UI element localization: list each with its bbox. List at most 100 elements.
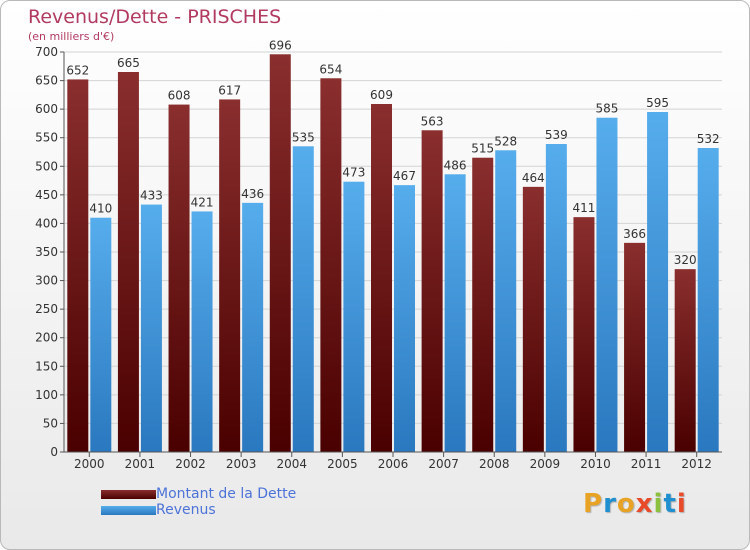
bar-revenus xyxy=(140,204,162,452)
y-tick-label: 0 xyxy=(50,445,58,459)
bar-revenus xyxy=(444,174,466,453)
data-label: 473 xyxy=(342,166,365,180)
y-tick-label: 200 xyxy=(35,331,58,345)
data-label: 467 xyxy=(393,169,416,183)
bar-revenus xyxy=(242,202,264,452)
y-tick-label: 300 xyxy=(35,274,58,288)
legend-swatch-debt xyxy=(101,490,156,499)
bars xyxy=(67,54,719,453)
bar-dette xyxy=(168,104,190,453)
y-tick-label: 650 xyxy=(35,74,58,88)
legend-label-revenus: Revenus xyxy=(156,502,216,518)
y-tick-label: 550 xyxy=(35,131,58,145)
bar-chart: 652 410 665 433 608 421 617 436 696 535 654 473 609 4… xyxy=(35,38,722,471)
bar-dette xyxy=(219,99,241,452)
bar-revenus xyxy=(191,211,213,452)
proxiti-logo: Proxiti xyxy=(583,489,687,519)
bar-revenus xyxy=(394,185,415,452)
data-label: 696 xyxy=(269,38,292,52)
data-label: 421 xyxy=(191,195,214,209)
data-label: 366 xyxy=(623,227,646,241)
x-tick-label: 2001 xyxy=(125,457,156,471)
data-label: 515 xyxy=(471,142,494,156)
bar-dette xyxy=(674,269,696,452)
bar-dette xyxy=(624,242,646,452)
data-label: 486 xyxy=(444,158,467,172)
axes: 0 50 100 150 200 250 300 350 400 450 500 550 600 650 7… xyxy=(35,45,722,471)
data-label: 433 xyxy=(140,189,163,203)
y-tick-label: 400 xyxy=(35,216,58,230)
logo-letter: i xyxy=(653,489,664,519)
logo-letter: r xyxy=(603,489,617,519)
bar-revenus xyxy=(292,146,314,453)
bar-revenus xyxy=(90,217,112,452)
logo-letter: x xyxy=(635,489,654,519)
legend-swatch-revenus xyxy=(101,506,156,515)
y-tick-label: 500 xyxy=(35,159,58,173)
x-tick-label: 2004 xyxy=(276,457,307,471)
legend-label-debt: Montant de la Dette xyxy=(156,486,297,502)
x-tick-label: 2009 xyxy=(530,457,561,471)
data-label: 528 xyxy=(494,134,517,148)
data-label: 652 xyxy=(66,63,89,77)
y-tick-label: 150 xyxy=(35,359,58,373)
bar-dette xyxy=(573,217,595,452)
data-label: 411 xyxy=(573,201,596,215)
data-label: 320 xyxy=(674,253,697,267)
data-label: 539 xyxy=(545,128,568,142)
value-labels: 652 410 665 433 608 421 617 436 696 535 654 473 609 4… xyxy=(66,38,719,267)
bar-revenus xyxy=(697,148,719,452)
data-label: 532 xyxy=(697,132,720,146)
data-label: 595 xyxy=(646,96,669,110)
x-tick-label: 2003 xyxy=(226,457,257,471)
data-label: 617 xyxy=(218,83,241,97)
bar-dette xyxy=(472,157,494,452)
bar-revenus xyxy=(545,144,567,452)
x-tick-label: 2011 xyxy=(631,457,662,471)
bar-revenus xyxy=(647,112,669,452)
chart-subtitle: (en milliers d'€) xyxy=(28,30,115,43)
y-tick-label: 600 xyxy=(35,102,58,116)
data-label: 436 xyxy=(241,187,264,201)
bar-revenus xyxy=(343,181,365,452)
x-tick-label: 2008 xyxy=(479,457,510,471)
bar-dette xyxy=(117,72,139,452)
logo-letter: i xyxy=(676,489,687,519)
data-label: 464 xyxy=(522,171,545,185)
bar-dette xyxy=(320,78,342,453)
logo-letter: t xyxy=(663,489,677,519)
bar-dette xyxy=(421,130,443,453)
x-tick-label: 2010 xyxy=(580,457,611,471)
bar-dette xyxy=(522,186,544,452)
y-tick-label: 700 xyxy=(35,45,58,59)
x-tick-label: 2000 xyxy=(74,457,105,471)
x-tick-label: 2002 xyxy=(175,457,206,471)
data-label: 410 xyxy=(89,202,112,216)
y-tick-label: 350 xyxy=(35,245,58,259)
y-tick-label: 450 xyxy=(35,188,58,202)
x-tick-label: 2005 xyxy=(327,457,358,471)
data-label: 535 xyxy=(292,130,315,144)
data-label: 608 xyxy=(168,89,191,103)
bar-revenus xyxy=(596,117,618,452)
bar-dette xyxy=(371,104,392,452)
x-tick-label: 2006 xyxy=(378,457,409,471)
data-label: 609 xyxy=(370,88,393,102)
x-tick-label: 2007 xyxy=(428,457,459,471)
y-tick-label: 100 xyxy=(35,388,58,402)
bar-dette xyxy=(269,54,291,453)
logo-letter: P xyxy=(583,489,604,519)
bar-revenus xyxy=(495,150,517,453)
data-label: 563 xyxy=(421,114,444,128)
data-label: 585 xyxy=(596,102,619,116)
logo-letter: o xyxy=(616,489,636,519)
data-label: 654 xyxy=(319,62,342,76)
y-tick-label: 50 xyxy=(43,416,58,430)
grid xyxy=(64,51,722,453)
chart-title: Revenus/Dette - PRISCHES xyxy=(28,6,282,28)
x-tick-label: 2012 xyxy=(681,457,712,471)
y-tick-label: 250 xyxy=(35,302,58,316)
bar-dette xyxy=(67,79,89,452)
data-label: 665 xyxy=(117,56,140,70)
